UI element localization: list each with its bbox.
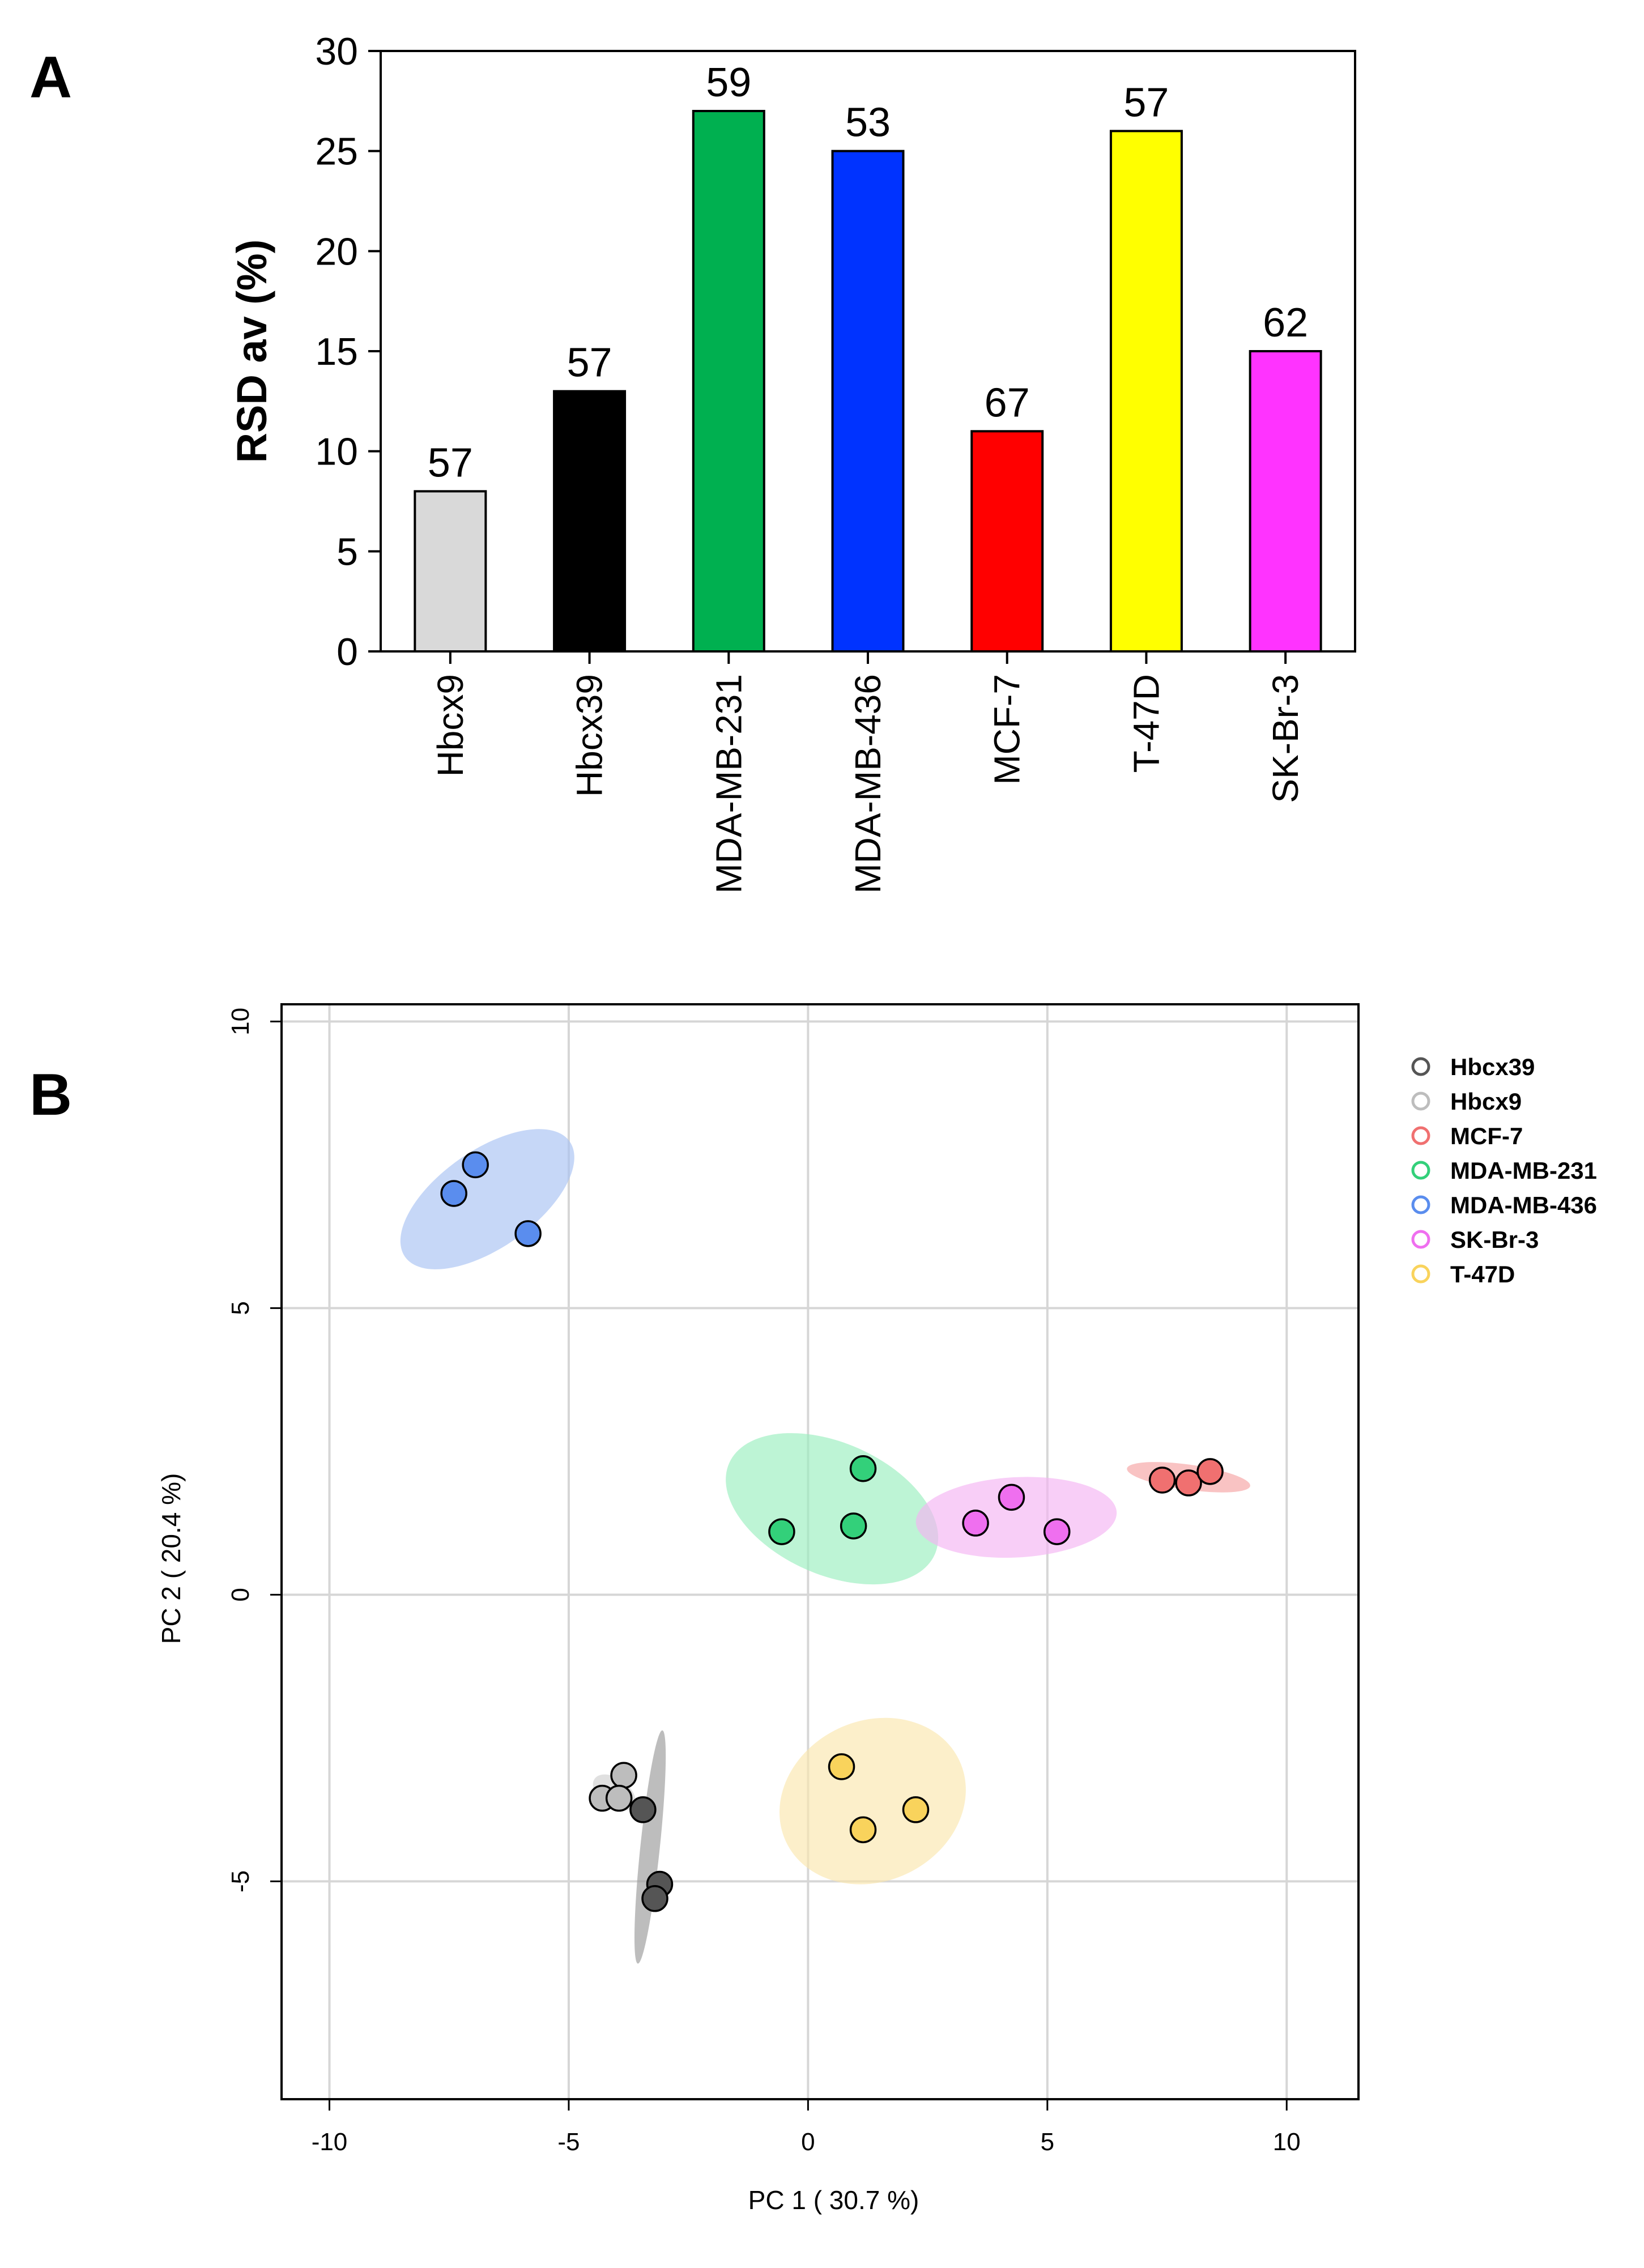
x-tick-label: MDA-MB-231 xyxy=(708,674,749,894)
legend-marker-sk-br-3 xyxy=(1411,1230,1430,1249)
bar-mda-mb-231 xyxy=(692,110,765,653)
legend-marker-mcf-7 xyxy=(1411,1126,1430,1145)
legend-label: Hbcx39 xyxy=(1450,1054,1535,1080)
bar-t-47d xyxy=(1109,130,1183,653)
y-tick-label: 5 xyxy=(337,530,358,573)
x-tick-label: 0 xyxy=(801,2128,815,2156)
x-tick-label: MDA-MB-436 xyxy=(847,674,888,894)
y-axis-label: RSD av (%) xyxy=(228,240,275,463)
point-sk-br-3 xyxy=(998,1483,1025,1511)
y-tick-label: 10 xyxy=(315,430,358,474)
point-mda-mb-231 xyxy=(768,1518,795,1545)
point-t-47d xyxy=(902,1796,930,1823)
bar-data-label: 59 xyxy=(706,60,751,105)
legend-label: MDA-MB-436 xyxy=(1450,1192,1597,1218)
x-tick-label: -5 xyxy=(557,2128,580,2156)
x-tick-label: Hbcx9 xyxy=(430,674,471,777)
legend-label: SK-Br-3 xyxy=(1450,1226,1539,1253)
bar-data-label: 62 xyxy=(1263,300,1308,346)
bar-data-label: 53 xyxy=(845,100,891,146)
panel-b-letter: B xyxy=(29,1062,72,1128)
confidence-ellipse-mda-mb-231 xyxy=(726,1433,939,1585)
bar-mcf-7 xyxy=(970,430,1044,653)
bar-data-label: 57 xyxy=(567,340,612,386)
y-tick-label: 30 xyxy=(315,30,358,73)
legend-marker-mda-mb-436 xyxy=(1411,1195,1430,1214)
point-mda-mb-436 xyxy=(440,1180,467,1207)
x-tick-label: SK-Br-3 xyxy=(1265,674,1306,803)
plot-frame xyxy=(280,1003,1360,2100)
x-tick-label: -10 xyxy=(312,2128,348,2156)
bar-chart-rsd: 0 5 10 15 20 25 30 RSD av (%) 57 Hbcx9 57 Hbcx39 59 M… xyxy=(228,30,1356,894)
y-tick-label: 0 xyxy=(227,1588,254,1601)
panel-a-letter: A xyxy=(29,45,72,110)
x-axis-label: PC 1 ( 30.7 %) xyxy=(748,2185,919,2215)
confidence-ellipse-t-47d xyxy=(780,1717,966,1885)
legend-marker-t-47d xyxy=(1411,1264,1430,1284)
point-hbcx39 xyxy=(629,1796,657,1823)
bar-hbcx9 xyxy=(414,490,487,653)
confidence-ellipse-mda-mb-436 xyxy=(400,1129,574,1269)
point-hbcx9 xyxy=(610,1762,637,1789)
point-mcf-7 xyxy=(1148,1466,1176,1494)
x-tick-label: MCF-7 xyxy=(987,674,1028,785)
legend-label: T-47D xyxy=(1450,1261,1515,1288)
x-tick-label: T-47D xyxy=(1126,674,1166,773)
point-sk-br-3 xyxy=(1043,1518,1071,1545)
pca-scatter-plot: -10 -5 0 5 10 -5 0 5 10 PC 1 ( 30.7 %) PC 2 ( 20.4… xyxy=(156,1003,1597,2215)
point-mcf-7 xyxy=(1196,1458,1224,1485)
y-tick-label: 15 xyxy=(315,330,358,373)
legend-marker-hbcx39 xyxy=(1411,1057,1430,1076)
point-t-47d xyxy=(849,1816,877,1844)
y-tick-label: -5 xyxy=(227,1870,254,1892)
point-t-47d xyxy=(828,1753,855,1780)
bar-data-label: 67 xyxy=(985,380,1030,425)
legend-marker-hbcx9 xyxy=(1411,1092,1430,1111)
bar-data-label: 57 xyxy=(428,440,473,485)
point-mda-mb-231 xyxy=(849,1455,877,1482)
legend-label: MDA-MB-231 xyxy=(1450,1157,1597,1184)
x-tick-label: 5 xyxy=(1041,2128,1054,2156)
point-hbcx39 xyxy=(641,1885,668,1912)
y-tick-label: 0 xyxy=(337,630,358,673)
y-tick-label: 25 xyxy=(315,130,358,173)
y-axis-label: PC 2 ( 20.4 %) xyxy=(156,1473,186,1644)
point-mcf-7 xyxy=(1175,1469,1202,1497)
bar-hbcx39 xyxy=(553,390,627,653)
point-mda-mb-436 xyxy=(462,1151,489,1179)
point-mda-mb-231 xyxy=(840,1512,867,1540)
bar-sk-br-3 xyxy=(1249,350,1322,653)
y-tick-label: 5 xyxy=(227,1301,254,1315)
point-sk-br-3 xyxy=(962,1510,989,1537)
legend-marker-mda-mb-231 xyxy=(1411,1161,1430,1180)
y-tick-label: 10 xyxy=(227,1008,254,1035)
x-tick-label: 10 xyxy=(1273,2128,1301,2156)
confidence-ellipse-hbcx39 xyxy=(634,1730,666,1964)
x-tick-label: Hbcx39 xyxy=(569,674,610,797)
point-mda-mb-436 xyxy=(514,1220,542,1247)
legend-label: Hbcx9 xyxy=(1450,1088,1522,1115)
point-hbcx9 xyxy=(605,1784,633,1812)
bar-data-label: 57 xyxy=(1123,80,1169,125)
legend-label: MCF-7 xyxy=(1450,1123,1523,1149)
y-tick-label: 20 xyxy=(315,230,358,273)
bar-mda-mb-436 xyxy=(831,150,905,653)
